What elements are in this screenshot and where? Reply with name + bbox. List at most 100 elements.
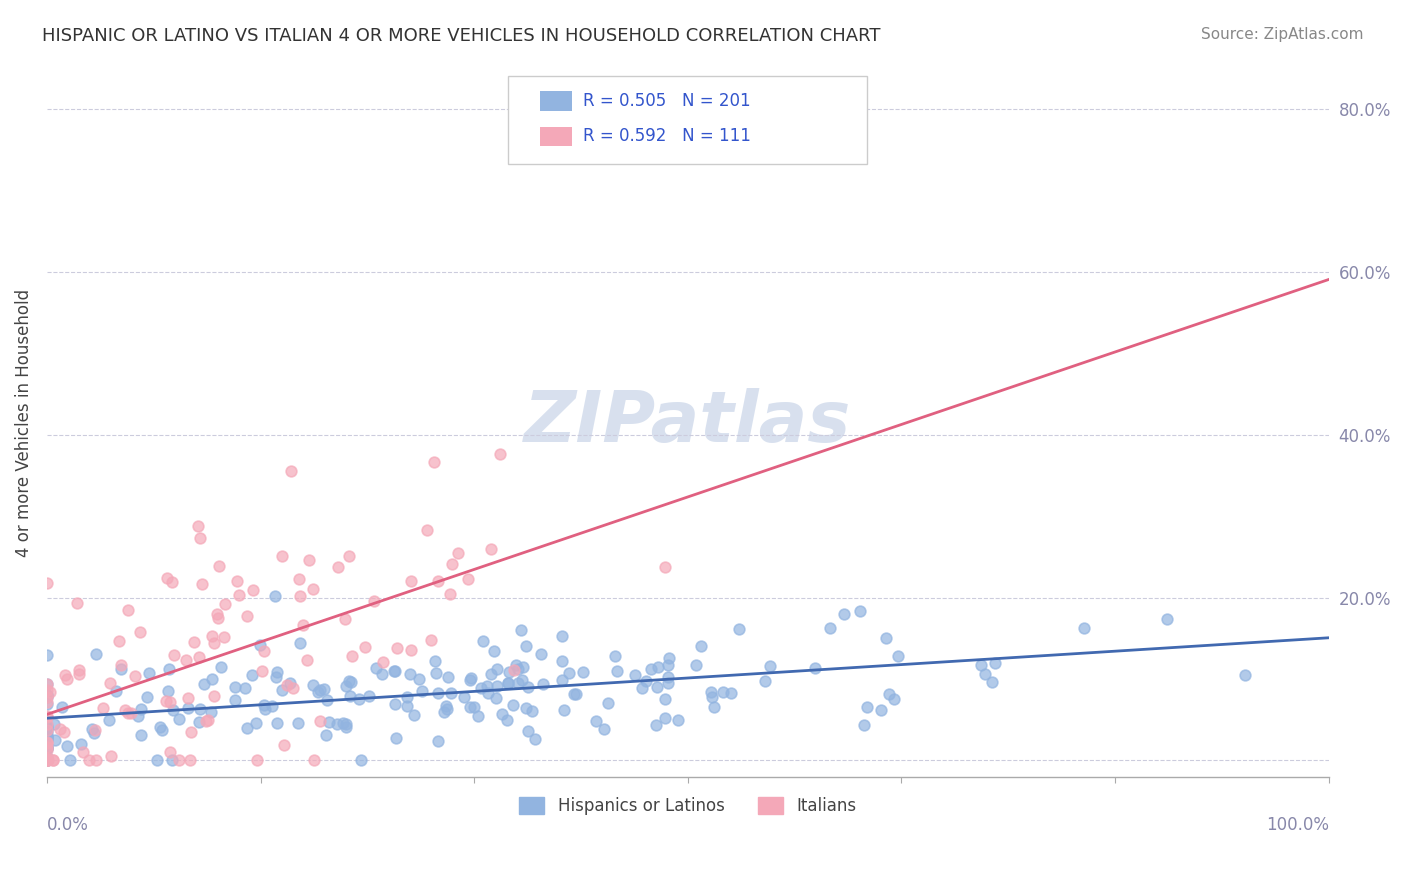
Point [402, 708, 425, 723]
Point [411, 684, 433, 698]
Point [124, 669, 146, 683]
Point [35, 753, 58, 767]
Point [72, 745, 94, 759]
Point [179, 753, 201, 767]
Point [458, 673, 481, 687]
Point [654, 560, 676, 574]
Point [335, 720, 357, 734]
Point [271, 549, 294, 563]
Point [856, 700, 879, 714]
Point [436, 702, 458, 716]
Point [396, 698, 419, 713]
Point [169, 712, 191, 726]
Point [703, 699, 725, 714]
Point [281, 681, 304, 695]
Point [150, 723, 173, 738]
Point [315, 692, 337, 706]
Point [83, 726, 105, 740]
Point [657, 670, 679, 684]
Text: 0.0%: 0.0% [46, 815, 89, 833]
Point [883, 691, 905, 706]
Point [35, 734, 58, 748]
Point [160, 575, 183, 590]
Point [83, 723, 105, 738]
Point [603, 649, 626, 664]
Point [505, 658, 527, 673]
Point [332, 715, 354, 730]
Point [253, 698, 276, 713]
Point [551, 673, 574, 687]
Point [278, 675, 301, 690]
Point [156, 683, 179, 698]
Text: 100.0%: 100.0% [1265, 815, 1329, 833]
Point [423, 455, 446, 469]
Point [399, 643, 422, 657]
Point [496, 676, 519, 690]
Point [98, 713, 121, 727]
Point [84, 647, 107, 661]
Point [253, 702, 276, 716]
Text: ZIPatlas: ZIPatlas [524, 388, 852, 457]
Point [596, 696, 619, 710]
Point [702, 690, 724, 705]
Point [558, 665, 581, 680]
Point [636, 674, 658, 689]
Point [631, 681, 654, 695]
Point [180, 724, 202, 739]
FancyBboxPatch shape [509, 76, 868, 164]
Point [711, 685, 734, 699]
Point [657, 658, 679, 673]
Point [35, 710, 58, 724]
Point [138, 666, 160, 681]
Point [35, 749, 58, 764]
Point [77, 753, 100, 767]
Point [246, 753, 269, 767]
Point [191, 577, 214, 591]
Point [298, 553, 321, 567]
Point [482, 644, 505, 658]
Point [387, 641, 409, 656]
Point [66, 596, 89, 610]
Point [52, 725, 75, 739]
Point [510, 624, 533, 638]
FancyBboxPatch shape [540, 127, 572, 146]
Point [353, 640, 375, 654]
Point [550, 629, 572, 643]
Point [201, 630, 224, 644]
Point [337, 673, 360, 688]
Point [42, 716, 65, 731]
Point [384, 664, 406, 678]
Point [516, 724, 538, 739]
Point [728, 623, 751, 637]
Point [457, 572, 479, 586]
Point [245, 715, 267, 730]
Point [496, 676, 519, 690]
Point [287, 715, 309, 730]
Point [110, 658, 132, 673]
Point [242, 582, 264, 597]
Point [253, 644, 276, 658]
Point [453, 690, 475, 705]
Point [479, 541, 502, 556]
Point [875, 632, 897, 646]
Point [339, 674, 361, 689]
Point [263, 589, 285, 603]
Point [295, 652, 318, 666]
Text: R = 0.505   N = 201: R = 0.505 N = 201 [582, 92, 751, 110]
Point [136, 690, 159, 705]
Point [35, 716, 58, 731]
Point [425, 654, 447, 668]
Point [491, 706, 513, 721]
Point [266, 665, 288, 680]
Point [371, 667, 394, 681]
Point [35, 576, 58, 591]
Point [146, 753, 169, 767]
Point [562, 687, 585, 701]
Point [467, 708, 489, 723]
Point [640, 663, 662, 677]
Point [759, 659, 782, 673]
Point [654, 692, 676, 706]
Point [249, 638, 271, 652]
Point [335, 717, 357, 731]
Point [1234, 668, 1257, 682]
